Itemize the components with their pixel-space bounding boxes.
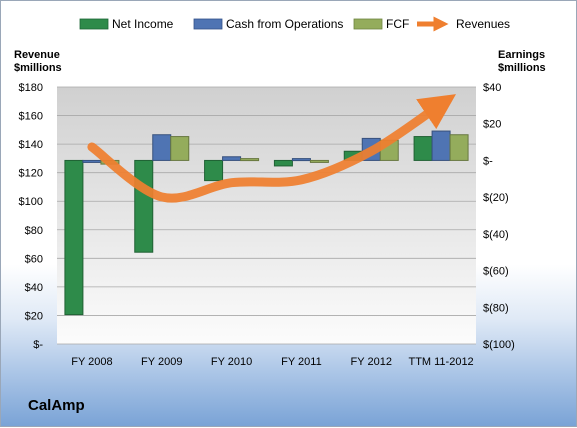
left-axis-tick-label: $120 bbox=[19, 168, 43, 180]
legend-label-cash-from-operations: Cash from Operations bbox=[226, 17, 343, 31]
right-axis-tick-label: $(80) bbox=[483, 302, 509, 314]
bar bbox=[204, 159, 224, 182]
bar bbox=[413, 136, 433, 161]
left-axis-title-line1: Revenue bbox=[14, 49, 60, 61]
x-axis-tick-label: FY 2009 bbox=[141, 356, 182, 368]
x-axis-ticks: FY 2008 FY 2009 FY 2010 FY 2011 FY 2012 TTM 1… bbox=[71, 356, 473, 368]
revenue-line-layer bbox=[87, 94, 457, 203]
legend-label-net-income: Net Income bbox=[112, 17, 174, 31]
right-axis-tick-label: $40 bbox=[483, 82, 501, 94]
bar bbox=[170, 136, 190, 161]
bar bbox=[152, 134, 172, 161]
left-axis-tick-label: $40 bbox=[25, 282, 43, 294]
right-axis-ticks: $(100) $(80) $(60) $(40) $(20) $- $20 $40 bbox=[483, 82, 515, 351]
bar bbox=[449, 134, 469, 161]
right-axis-tick-label: $(60) bbox=[483, 266, 509, 278]
bar bbox=[291, 158, 311, 162]
right-axis-title-line1: Earnings bbox=[498, 49, 545, 61]
legend-swatch-cash-from-operations bbox=[193, 18, 223, 30]
x-axis-tick-label: FY 2010 bbox=[211, 356, 252, 368]
right-axis-title-line2: $millions bbox=[498, 62, 546, 74]
x-axis-tick-label: TTM 11-2012 bbox=[408, 356, 473, 368]
left-axis-tick-label: $60 bbox=[25, 253, 43, 265]
left-axis-tick-label: $180 bbox=[19, 82, 43, 94]
left-axis-tick-label: $100 bbox=[19, 196, 43, 208]
company-name: CalAmp bbox=[28, 397, 85, 414]
left-axis-tick-label: $160 bbox=[19, 111, 43, 123]
revenue-line bbox=[87, 94, 457, 203]
bar bbox=[431, 130, 451, 161]
bar bbox=[222, 156, 242, 161]
legend-swatch-net-income bbox=[79, 18, 109, 30]
x-axis-tick-label: FY 2011 bbox=[281, 356, 322, 368]
left-axis-title-line2: $millions bbox=[14, 62, 62, 74]
bar bbox=[273, 159, 293, 167]
bar bbox=[240, 158, 260, 162]
left-axis-tick-label: $- bbox=[33, 339, 43, 351]
x-axis-tick-label: FY 2008 bbox=[71, 356, 112, 368]
legend: Net Income Cash from Operations FCF Reve… bbox=[79, 16, 510, 32]
legend-swatch-fcf bbox=[353, 18, 383, 30]
left-axis-tick-label: $20 bbox=[25, 310, 43, 322]
left-axis-tick-label: $140 bbox=[19, 139, 43, 151]
right-axis-tick-label: $(40) bbox=[483, 229, 509, 241]
x-axis-tick-label: FY 2012 bbox=[351, 356, 392, 368]
bar bbox=[64, 159, 84, 316]
legend-label-fcf: FCF bbox=[386, 17, 409, 31]
bar bbox=[309, 159, 329, 163]
bar bbox=[82, 159, 102, 163]
bar bbox=[134, 159, 154, 253]
right-axis-tick-label: $20 bbox=[483, 119, 501, 131]
grid-lines bbox=[57, 86, 476, 345]
right-axis-tick-label: $- bbox=[483, 155, 493, 167]
right-axis-tick-label: $(20) bbox=[483, 192, 509, 204]
left-axis-tick-label: $80 bbox=[25, 225, 43, 237]
left-axis-ticks: $- $20 $40 $60 $80 $100 $120 $140 $160 $180 bbox=[19, 82, 44, 351]
legend-label-revenues: Revenues bbox=[456, 17, 510, 31]
right-axis-tick-label: $(100) bbox=[483, 339, 515, 351]
